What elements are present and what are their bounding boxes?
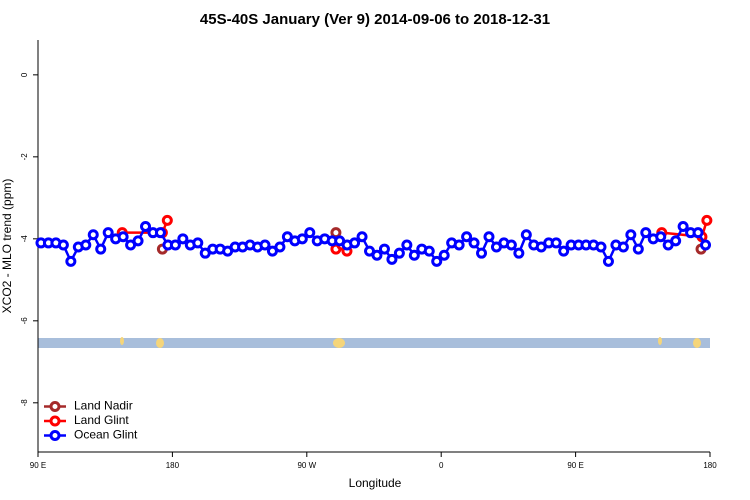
data-point bbox=[117, 231, 129, 243]
data-point bbox=[259, 239, 271, 251]
legend-marker bbox=[49, 430, 61, 441]
data-point bbox=[132, 235, 144, 247]
data-point bbox=[65, 255, 77, 267]
land-blob bbox=[156, 338, 164, 348]
data-point bbox=[617, 241, 629, 253]
data-point bbox=[483, 231, 495, 243]
legend-label: Land Nadir bbox=[74, 399, 133, 413]
data-point bbox=[602, 255, 614, 267]
data-point bbox=[140, 221, 152, 233]
data-point bbox=[87, 229, 99, 241]
x-tick-label: 90 W bbox=[297, 461, 316, 470]
legend-label: Ocean Glint bbox=[74, 428, 138, 442]
data-point bbox=[80, 239, 92, 251]
data-point bbox=[438, 249, 450, 261]
data-point bbox=[595, 241, 607, 253]
data-point bbox=[461, 231, 473, 243]
data-point bbox=[677, 221, 689, 233]
data-point bbox=[169, 239, 181, 251]
data-point bbox=[161, 214, 173, 226]
land-strip bbox=[38, 337, 710, 348]
x-tick-label: 90 E bbox=[567, 461, 583, 470]
data-point bbox=[476, 247, 488, 259]
data-point bbox=[408, 249, 420, 261]
legend-marker bbox=[49, 415, 61, 427]
data-point bbox=[692, 227, 704, 239]
data-point bbox=[371, 249, 383, 261]
data-point bbox=[192, 237, 204, 249]
y-tick-label: 0 bbox=[20, 72, 29, 77]
legend-marker bbox=[49, 401, 61, 412]
ocean-band bbox=[38, 338, 710, 348]
data-point bbox=[640, 227, 652, 239]
x-tick-label: 180 bbox=[166, 461, 180, 470]
data-point bbox=[386, 253, 398, 265]
data-point bbox=[349, 237, 361, 249]
data-point bbox=[513, 247, 525, 259]
data-point bbox=[701, 214, 713, 226]
land-blob bbox=[658, 337, 662, 345]
data-point bbox=[431, 255, 443, 267]
data-point bbox=[632, 243, 644, 255]
legend-label: Land Glint bbox=[74, 413, 129, 427]
data-point bbox=[296, 233, 308, 245]
x-axis-label: Longitude bbox=[349, 476, 402, 490]
data-point bbox=[625, 229, 637, 241]
data-point bbox=[177, 233, 189, 245]
y-tick-label: -8 bbox=[20, 399, 29, 407]
land-blob bbox=[333, 338, 345, 348]
y-tick-label: -4 bbox=[20, 235, 29, 243]
data-point bbox=[401, 239, 413, 251]
data-point bbox=[393, 247, 405, 259]
data-point bbox=[423, 245, 435, 257]
data-point bbox=[700, 239, 712, 251]
data-point bbox=[330, 227, 342, 239]
x-tick-label: 0 bbox=[439, 461, 444, 470]
data-point bbox=[468, 237, 480, 249]
data-point bbox=[558, 245, 570, 257]
data-point bbox=[274, 241, 286, 253]
y-tick-label: -6 bbox=[20, 317, 29, 325]
data-point bbox=[356, 231, 368, 243]
land-blob bbox=[120, 337, 124, 345]
chart-title: 45S-40S January (Ver 9) 2014-09-06 to 20… bbox=[200, 11, 550, 28]
y-tick-label: -2 bbox=[20, 153, 29, 161]
x-tick-label: 180 bbox=[703, 461, 717, 470]
y-axis-label: XCO2 - MLO trend (ppm) bbox=[0, 179, 14, 314]
data-point bbox=[95, 243, 107, 255]
data-point bbox=[550, 237, 562, 249]
data-point bbox=[520, 229, 532, 241]
data-point bbox=[102, 227, 114, 239]
x-tick-label: 90 E bbox=[30, 461, 46, 470]
data-point bbox=[453, 239, 465, 251]
data-point bbox=[304, 227, 316, 239]
data-point bbox=[505, 239, 517, 251]
data-point bbox=[154, 227, 166, 239]
land-blob bbox=[693, 338, 701, 348]
data-point bbox=[378, 243, 390, 255]
data-point bbox=[655, 231, 667, 243]
data-point bbox=[670, 235, 682, 247]
data-point bbox=[57, 239, 69, 251]
